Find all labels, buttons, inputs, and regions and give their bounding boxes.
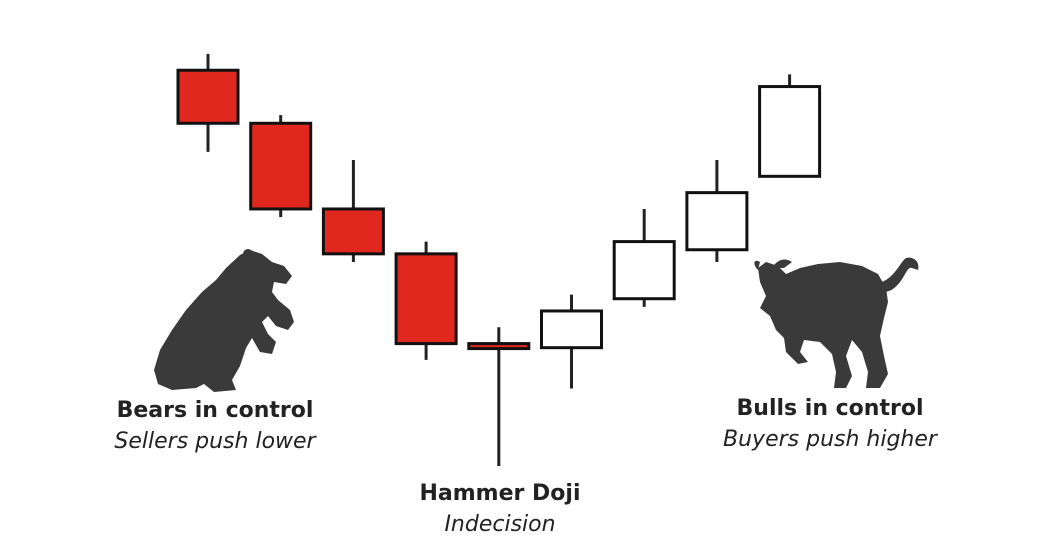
bulls-title: Bulls in control bbox=[736, 396, 924, 421]
candle-body-4 bbox=[394, 252, 458, 346]
bears-annotation: Bears in control Sellers push lower bbox=[90, 398, 340, 454]
bull-icon bbox=[754, 257, 919, 388]
bears-subtitle: Sellers push lower bbox=[114, 429, 316, 454]
candles-group bbox=[176, 53, 822, 466]
doji-title: Hammer Doji bbox=[419, 481, 581, 506]
candle-body-9 bbox=[758, 85, 822, 178]
bulls-subtitle: Buyers push higher bbox=[723, 427, 937, 452]
candle-body-8 bbox=[685, 191, 749, 252]
doji-annotation: Hammer Doji Indecision bbox=[385, 481, 615, 537]
candle-body-1 bbox=[176, 68, 240, 125]
candle-body-7 bbox=[612, 240, 676, 301]
candle-body-6 bbox=[540, 309, 603, 350]
candle-body-3 bbox=[321, 207, 385, 256]
bulls-annotation: Bulls in control Buyers push higher bbox=[700, 396, 960, 452]
bears-title: Bears in control bbox=[116, 398, 314, 423]
doji-subtitle: Indecision bbox=[444, 512, 556, 537]
candle-body-5 bbox=[467, 342, 531, 351]
candle-body-2 bbox=[249, 121, 313, 211]
bear-icon bbox=[154, 249, 294, 392]
